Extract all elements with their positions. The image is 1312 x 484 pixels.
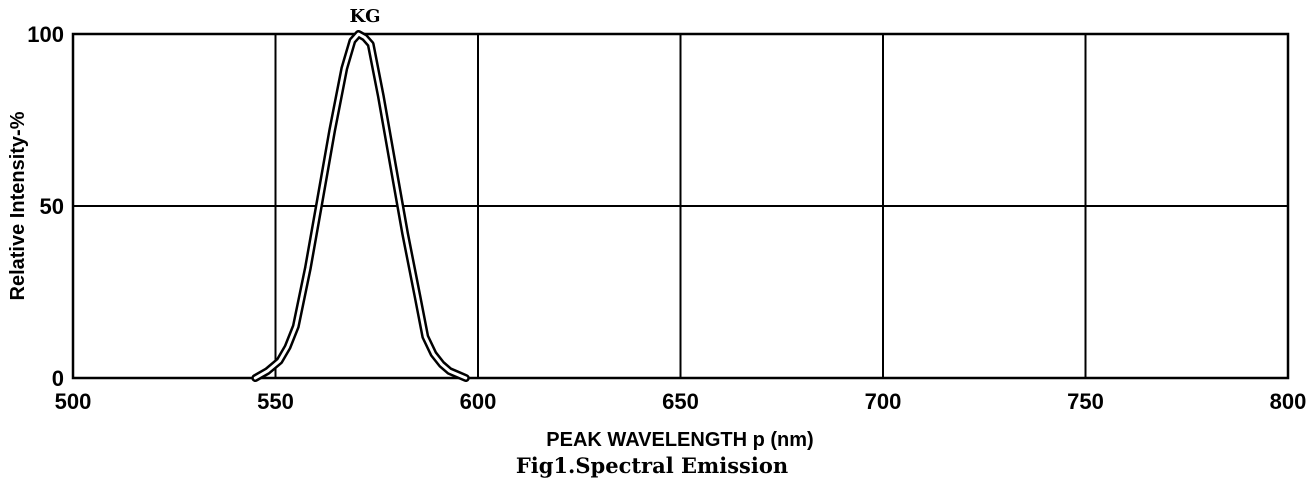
figure-caption: Fig1.Spectral Emission [516,453,788,478]
y-axis-label: Relative Intensity-% [7,111,29,300]
y-tick-label: 100 [27,22,64,47]
series-layer [251,30,470,382]
x-tick-label: 550 [257,389,294,414]
plot-frame [71,32,1290,380]
x-tick-label: 750 [1067,389,1104,414]
series-label-kg: KG [349,6,380,27]
x-tick-label: 800 [1270,389,1307,414]
plot-border [71,32,1290,380]
x-tick-label: 600 [460,389,497,414]
y-tick-labels: 0 50 100 [27,22,64,391]
x-tick-labels: 500 550 600 650 700 750 800 [55,389,1307,414]
y-tick-label: 0 [52,366,64,391]
grid [72,33,1289,379]
x-tick-label: 700 [865,389,902,414]
x-tick-label: 650 [662,389,699,414]
x-tick-label: 500 [55,389,92,414]
series-line-inner-0 [253,32,468,380]
x-axis-label: PEAK WAVELENGTH p (nm) [546,429,813,451]
y-tick-label: 50 [40,194,64,219]
